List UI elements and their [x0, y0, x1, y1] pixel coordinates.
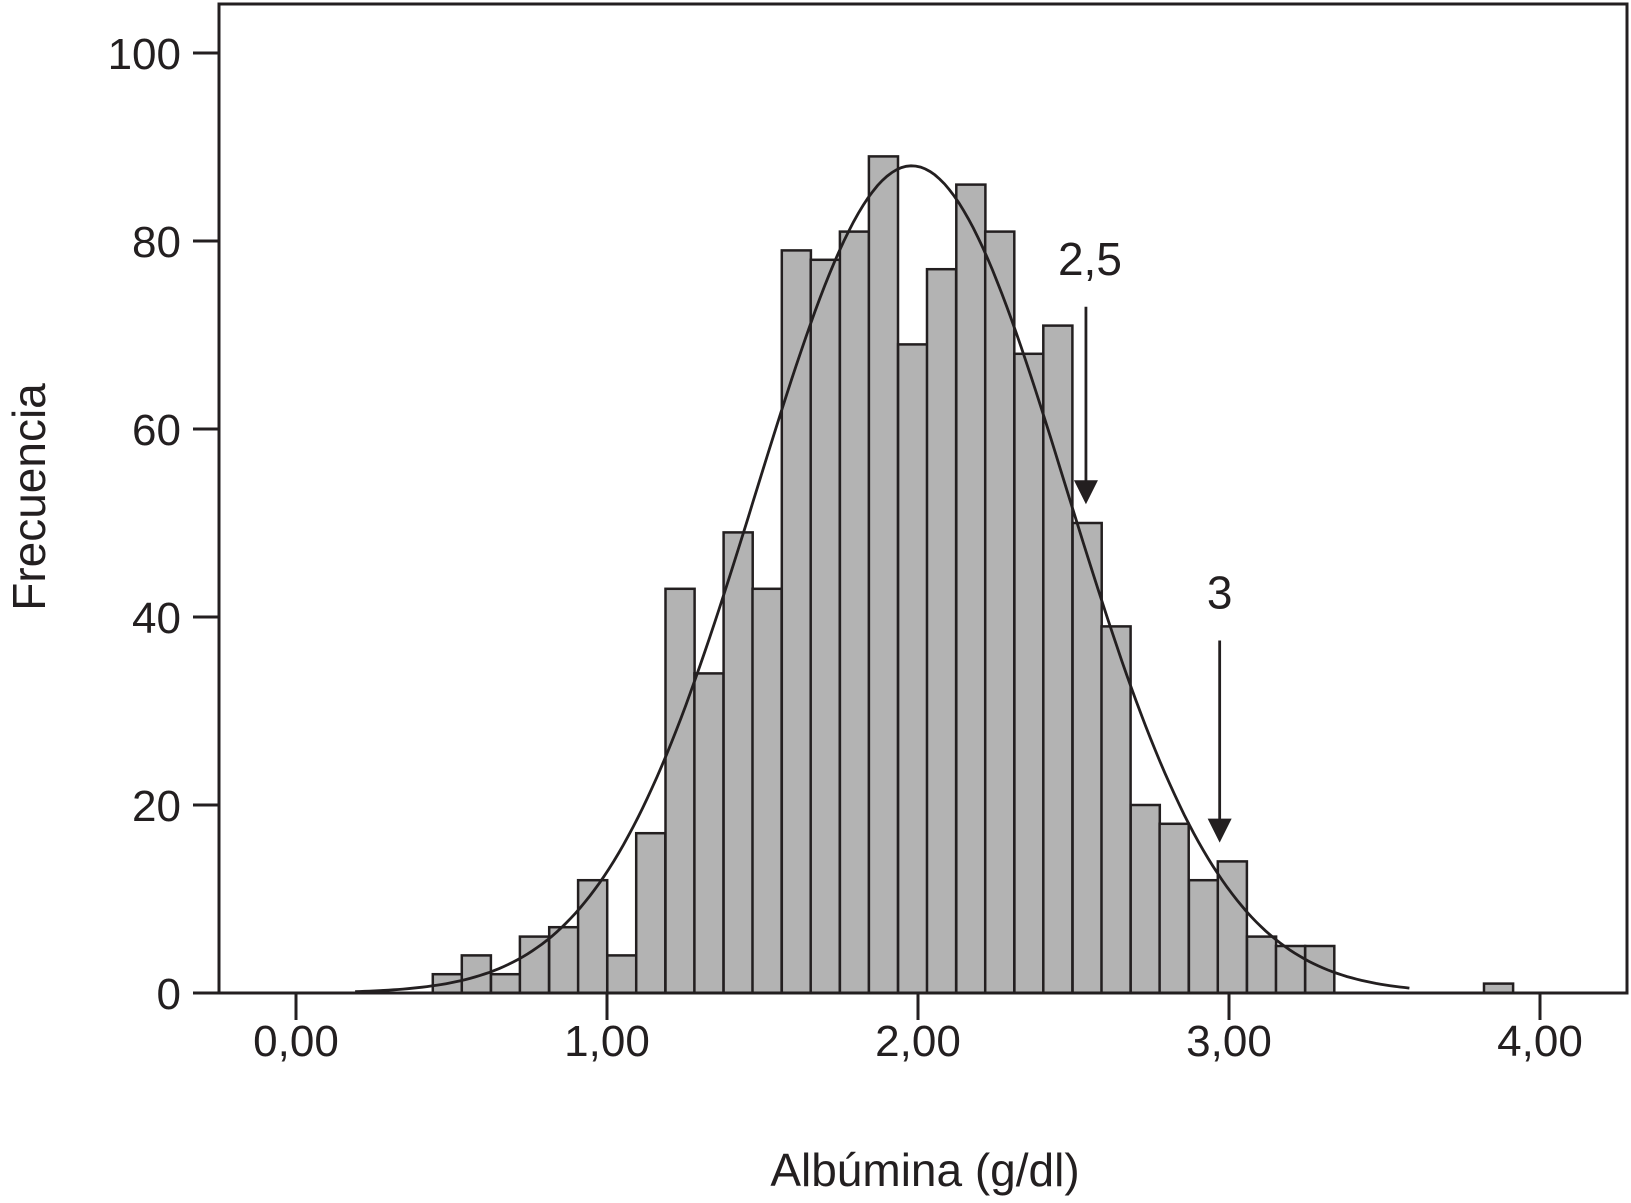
- histogram-bar-22: [1071, 521, 1103, 995]
- y-tick-label-5: 100: [108, 30, 181, 79]
- histogram-bar-24: [1129, 803, 1162, 995]
- histogram-bar-11: [751, 587, 783, 995]
- histogram-bar-6: [606, 954, 638, 995]
- annotation-label-0: 2,5: [1058, 233, 1122, 285]
- x-axis-ticks: 0,00 1,00 2,00 3,00 4,00: [253, 993, 1583, 1066]
- y-tick-label-1: 20: [132, 782, 181, 831]
- annotations: 2,53: [1058, 233, 1233, 843]
- annotation-label-1: 3: [1207, 567, 1233, 619]
- x-tick-label-0: 0,00: [253, 1017, 339, 1066]
- histogram-bar-29: [1274, 944, 1307, 995]
- histogram-bar-5: [576, 878, 609, 995]
- x-axis-title: Albúmina (g/dl): [770, 1144, 1079, 1196]
- y-tick-label-0: 0: [157, 970, 181, 1019]
- y-tick-label-3: 60: [132, 406, 181, 455]
- histogram-bar-15: [867, 155, 900, 995]
- histogram-bar-7: [634, 831, 667, 995]
- y-axis-title: Frecuencia: [3, 383, 55, 611]
- histogram-bar-14: [838, 230, 871, 995]
- histogram-bar-13: [809, 258, 842, 995]
- x-tick-label-3: 3,00: [1186, 1017, 1272, 1066]
- annotation-arrow-head-0: [1073, 480, 1098, 505]
- x-tick-label-1: 1,00: [564, 1017, 650, 1066]
- x-tick-label-4: 4,00: [1497, 1017, 1583, 1066]
- x-tick-label-2: 2,00: [875, 1017, 961, 1066]
- y-tick-label-4: 80: [132, 218, 181, 267]
- y-axis-ticks: 0 20 40 60 80 100: [108, 30, 219, 1019]
- histogram-bar-20: [1013, 352, 1045, 995]
- histogram-bar-21: [1042, 324, 1074, 995]
- histogram-bar-17: [925, 267, 958, 995]
- histogram-bar-2: [489, 972, 522, 995]
- histogram-bar-26: [1187, 878, 1220, 995]
- histogram-bar-9: [693, 672, 725, 995]
- histogram-bar-18: [955, 183, 987, 995]
- histogram-bar-16: [896, 343, 929, 995]
- histogram-bars: [431, 155, 1515, 995]
- histogram-bar-23: [1100, 625, 1132, 995]
- histogram-bar-25: [1158, 822, 1190, 995]
- annotation-arrow-head-1: [1207, 818, 1232, 843]
- histogram-bar-4: [547, 925, 580, 995]
- histogram-bar-12: [780, 249, 813, 995]
- histogram-bar-19: [983, 230, 1016, 995]
- histogram-bar-10: [722, 531, 754, 995]
- histogram-bar-28: [1245, 935, 1278, 995]
- y-tick-label-2: 40: [132, 594, 181, 643]
- normal-distribution-curve: [355, 164, 1410, 993]
- histogram-bar-3: [518, 935, 551, 995]
- histogram-bar-8: [664, 587, 696, 995]
- plot-frame: [217, 2, 1629, 995]
